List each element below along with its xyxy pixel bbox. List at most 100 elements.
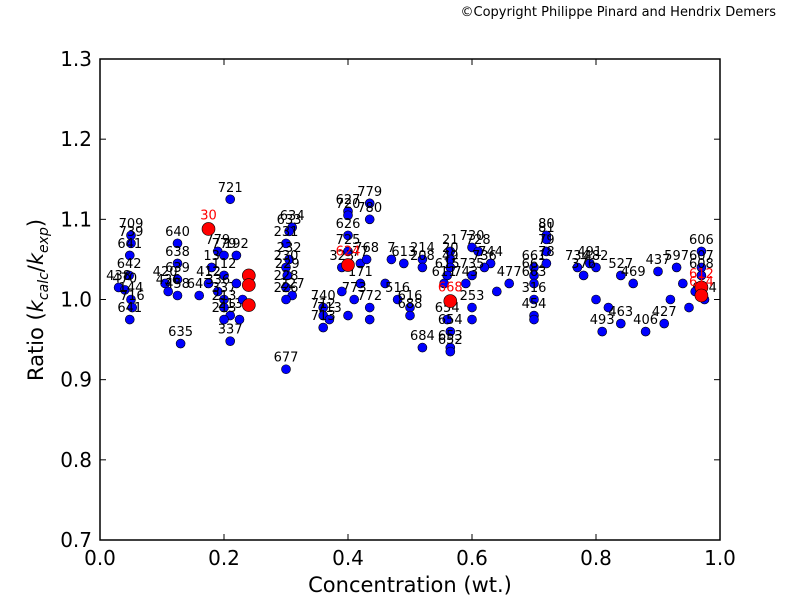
point-label: 253 xyxy=(460,289,485,304)
data-point xyxy=(213,286,223,297)
point-label: 662 xyxy=(522,257,547,272)
ticks-layer: 0.0 0.2 0.4 0.6 0.8 1.0 0.7 0.8 0.9 1.0 1.1 1.2 1.3 xyxy=(60,47,736,570)
data-point xyxy=(219,302,229,313)
y-tick-label: 0.9 xyxy=(60,368,92,392)
point-label: 712 xyxy=(311,297,336,312)
data-point xyxy=(281,364,291,375)
data-point xyxy=(696,246,707,257)
y-tick-label: 0.8 xyxy=(60,448,92,472)
data-point xyxy=(281,238,291,249)
point-label: 606 xyxy=(689,233,714,248)
point-label: 412 xyxy=(196,265,221,280)
point-label: 653 xyxy=(438,329,463,344)
point-label: 437 xyxy=(646,253,671,268)
data-point xyxy=(341,258,355,272)
point-label: 772 xyxy=(357,289,382,304)
point-label: 228 xyxy=(274,269,299,284)
data-point xyxy=(443,294,458,308)
data-point xyxy=(225,336,235,346)
y-tick-label: 1.1 xyxy=(60,207,92,231)
point-label: 208 xyxy=(410,249,435,264)
data-point xyxy=(206,262,217,273)
point-label: 454 xyxy=(522,297,547,312)
data-point xyxy=(284,226,294,237)
point-label: 713 xyxy=(317,301,342,316)
data-point xyxy=(603,302,614,313)
point-label: 608 xyxy=(689,257,714,272)
data-point xyxy=(175,338,186,349)
point-label: 730 xyxy=(460,229,485,244)
data-point xyxy=(467,270,477,281)
point-label: 81 xyxy=(538,221,555,236)
point-label: 192 xyxy=(224,237,249,252)
data-point xyxy=(172,238,183,249)
data-point xyxy=(628,278,639,289)
point-label: 406 xyxy=(633,313,658,328)
point-label: 213 xyxy=(218,297,243,312)
y-tick-label: 1.2 xyxy=(60,127,92,151)
data-point xyxy=(684,302,694,313)
data-point xyxy=(203,278,214,289)
data-point xyxy=(541,246,552,257)
data-point xyxy=(696,270,707,281)
data-point xyxy=(242,298,256,312)
point-label: 463 xyxy=(608,305,633,320)
data-point xyxy=(439,278,449,289)
point-label: 213 xyxy=(212,289,237,304)
data-point xyxy=(172,258,183,269)
data-point xyxy=(653,266,663,277)
data-point xyxy=(392,294,403,305)
point-label: 438 xyxy=(106,269,131,284)
point-label: 642 xyxy=(117,257,142,272)
point-label: 337 xyxy=(212,281,237,296)
data-point xyxy=(201,222,216,236)
data-point xyxy=(405,310,415,321)
x-tick-label: 0.8 xyxy=(580,546,612,570)
point-label: 611 xyxy=(432,265,457,280)
point-label: 337 xyxy=(218,323,243,338)
point-label: 112 xyxy=(212,257,237,272)
point-label: 615 xyxy=(435,257,460,272)
data-point xyxy=(172,274,183,285)
data-point xyxy=(615,270,626,281)
point-label: 641 xyxy=(117,237,142,252)
point-label: 716 xyxy=(120,289,145,304)
y-tick-label: 0.7 xyxy=(60,528,92,552)
data-point xyxy=(126,238,136,249)
data-point xyxy=(336,286,347,297)
point-label: 626 xyxy=(336,217,361,232)
point-label: 616 xyxy=(398,289,423,304)
point-label: 773 xyxy=(342,281,367,296)
point-label: 641 xyxy=(117,301,142,316)
point-label: 482 xyxy=(584,249,609,264)
point-label: 739 xyxy=(119,225,144,240)
point-label: 78 xyxy=(538,245,555,260)
data-point xyxy=(364,302,375,313)
point-label: 652 xyxy=(438,333,463,348)
data-point xyxy=(124,250,135,261)
point-label: 736 xyxy=(472,249,497,264)
x-tick-label: 1.0 xyxy=(704,546,736,570)
data-point xyxy=(442,314,453,325)
point-label: 720 xyxy=(336,197,361,212)
data-point xyxy=(124,270,134,281)
data-point xyxy=(386,254,397,265)
data-point xyxy=(398,258,409,269)
y-tick-label: 1.0 xyxy=(60,288,92,312)
data-point xyxy=(677,278,688,289)
data-point xyxy=(578,270,589,281)
point-label: 527 xyxy=(608,257,633,272)
data-point xyxy=(572,262,583,273)
data-point xyxy=(163,286,173,297)
point-label: 226 xyxy=(274,281,299,296)
point-label: 725 xyxy=(336,233,361,248)
point-label: 470 xyxy=(112,271,137,286)
point-label: 214 xyxy=(410,241,435,256)
data-point xyxy=(349,294,360,305)
x-axis-label: Concentration (wt.) xyxy=(308,573,512,597)
data-point xyxy=(234,314,245,325)
point-label: 624 xyxy=(336,245,361,260)
data-point xyxy=(281,294,291,305)
x-tick-label: 0.0 xyxy=(84,546,116,570)
point-label: 780 xyxy=(357,201,382,216)
